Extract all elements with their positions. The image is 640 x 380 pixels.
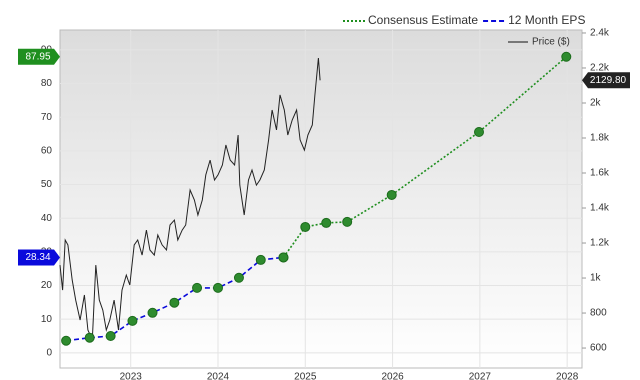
x-tick-label: 2024 xyxy=(207,372,230,380)
marker xyxy=(321,217,332,228)
y2-tick-label: 1.6k xyxy=(590,168,610,179)
eps-flag xyxy=(18,249,60,266)
x-tick-label: 2028 xyxy=(556,372,579,380)
legend-label: Consensus Estimate xyxy=(368,13,478,27)
eps-flag-label: 28.34 xyxy=(25,252,50,263)
marker xyxy=(300,221,311,232)
x-tick-label: 2027 xyxy=(469,372,492,380)
marker xyxy=(61,335,72,346)
y-tick-label: 20 xyxy=(41,280,53,291)
marker xyxy=(278,252,289,263)
marker xyxy=(169,297,180,308)
price-flag-label: 2129.80 xyxy=(590,75,627,86)
legend-label: 12 Month EPS xyxy=(508,13,585,27)
y-tick-label: 0 xyxy=(46,347,52,358)
series-line xyxy=(59,57,321,341)
y2-tick-label: 1k xyxy=(590,273,602,284)
y-tick-label: 10 xyxy=(41,314,53,325)
marker xyxy=(127,315,138,326)
price-flag xyxy=(582,72,630,89)
y2-tick-label: 2.2k xyxy=(590,63,610,74)
marker xyxy=(147,307,158,318)
marker xyxy=(233,272,244,283)
marker xyxy=(342,216,353,227)
marker xyxy=(255,254,266,265)
y2-tick-label: 1.4k xyxy=(590,203,610,214)
marker xyxy=(561,51,572,62)
marker xyxy=(386,189,397,200)
y2-tick-label: 1.2k xyxy=(590,238,610,249)
eps-flag-label: 87.95 xyxy=(25,51,50,62)
y2-tick-label: 600 xyxy=(590,343,607,354)
plot-area xyxy=(59,29,583,369)
y2-tick-label: 2.4k xyxy=(590,28,610,39)
y2-tick-label: 1.8k xyxy=(590,133,610,144)
y-tick-label: 80 xyxy=(41,78,53,89)
marker xyxy=(84,332,95,343)
x-tick-label: 2025 xyxy=(294,372,317,380)
marker xyxy=(192,282,203,293)
eps-flag xyxy=(18,48,60,65)
y-tick-label: 60 xyxy=(41,145,53,156)
y-tick-label: 50 xyxy=(41,179,53,190)
y-tick-label: 40 xyxy=(41,213,53,224)
y2-tick-label: 800 xyxy=(590,308,607,319)
marker xyxy=(473,127,484,138)
x-tick-label: 2026 xyxy=(381,372,404,380)
legend-label: Price ($) xyxy=(532,37,570,48)
marker xyxy=(212,282,223,293)
x-tick-label: 2023 xyxy=(120,372,143,380)
y2-tick-label: 2k xyxy=(590,98,602,109)
y-tick-label: 70 xyxy=(41,112,53,123)
marker xyxy=(105,331,116,342)
